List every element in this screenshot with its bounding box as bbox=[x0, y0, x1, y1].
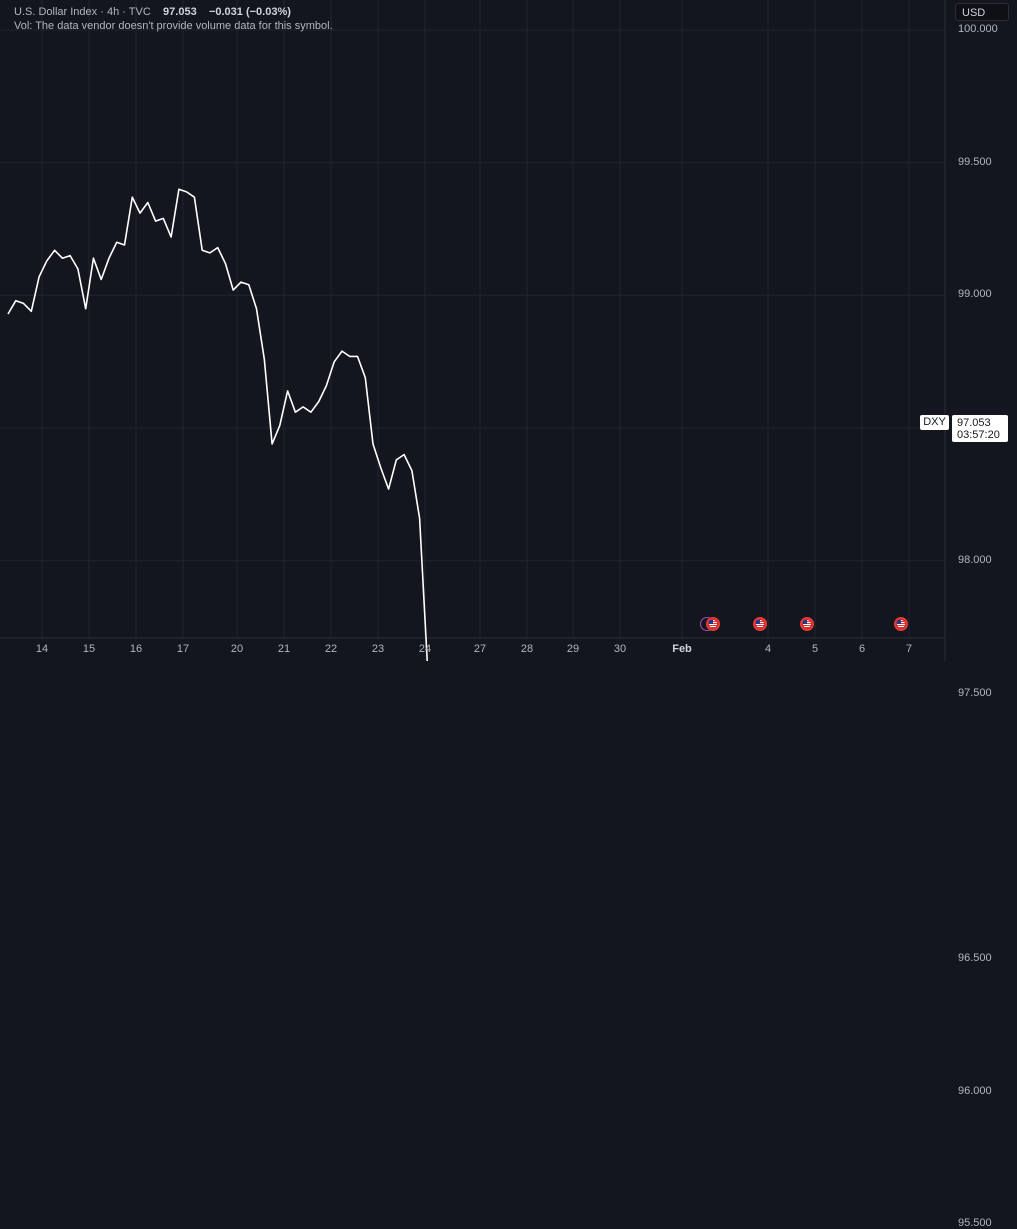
series-line-dxy bbox=[7, 188, 429, 661]
x-tick-label: 22 bbox=[324, 643, 338, 655]
x-tick-label: 4 bbox=[764, 643, 772, 655]
y-tick-label: 99.000 bbox=[958, 288, 992, 301]
last-price-tag: 97.053 03:57:20 bbox=[952, 415, 1008, 442]
x-tick-label: Feb bbox=[672, 643, 692, 655]
y-tick-label: 97.500 bbox=[958, 686, 992, 699]
last-price-value: 97.053 bbox=[957, 417, 991, 429]
x-tick-label: 30 bbox=[613, 643, 627, 655]
us-flag-icon[interactable] bbox=[894, 617, 908, 631]
symbol-legend: U.S. Dollar Index · 4h · TVC 97.053 −0.0… bbox=[14, 5, 333, 33]
legend-row-title: U.S. Dollar Index · 4h · TVC 97.053 −0.0… bbox=[14, 6, 291, 18]
legend-source: TVC bbox=[128, 6, 151, 18]
legend-volume-note: Vol: The data vendor doesn't provide vol… bbox=[14, 20, 333, 32]
x-tick-label: 24 bbox=[418, 643, 432, 655]
x-tick-label: 17 bbox=[176, 643, 190, 655]
grid-lines bbox=[0, 0, 945, 638]
symbol-price-tag: DXY bbox=[920, 415, 949, 430]
x-tick-label: 20 bbox=[230, 643, 244, 655]
x-tick-label: 7 bbox=[905, 643, 913, 655]
us-flag-icon[interactable] bbox=[800, 617, 814, 631]
us-flag-icon[interactable] bbox=[753, 617, 767, 631]
y-tick-label: 96.000 bbox=[958, 1084, 992, 1097]
x-tick-label: 27 bbox=[473, 643, 487, 655]
legend-interval: 4h bbox=[106, 6, 120, 18]
x-tick-label: 6 bbox=[858, 643, 866, 655]
x-tick-label: 29 bbox=[566, 643, 580, 655]
x-tick-label: 28 bbox=[520, 643, 534, 655]
y-tick-label: 100.000 bbox=[958, 23, 998, 35]
currency-button[interactable]: USD bbox=[955, 3, 1009, 21]
y-tick-label: 98.000 bbox=[958, 553, 992, 566]
legend-last-value: 97.053 bbox=[163, 6, 197, 18]
x-tick-label: 15 bbox=[82, 643, 96, 655]
y-tick-label: 95.500 bbox=[958, 1217, 992, 1229]
legend-change-pct: (−0.03%) bbox=[245, 6, 291, 18]
legend-symbol-name[interactable]: U.S. Dollar Index bbox=[14, 6, 98, 18]
legend-change: −0.031 bbox=[208, 6, 243, 18]
y-tick-label: 99.500 bbox=[958, 155, 992, 168]
x-tick-label: 14 bbox=[35, 643, 49, 655]
y-tick-label: 96.500 bbox=[958, 951, 992, 964]
x-tick-label: 21 bbox=[277, 643, 291, 655]
x-tick-label: 5 bbox=[811, 643, 819, 655]
us-flag-icon[interactable] bbox=[706, 617, 720, 631]
price-chart[interactable] bbox=[0, 0, 1017, 661]
x-tick-label: 23 bbox=[371, 643, 385, 655]
bar-countdown: 03:57:20 bbox=[957, 429, 1000, 441]
x-tick-label: 16 bbox=[129, 643, 143, 655]
